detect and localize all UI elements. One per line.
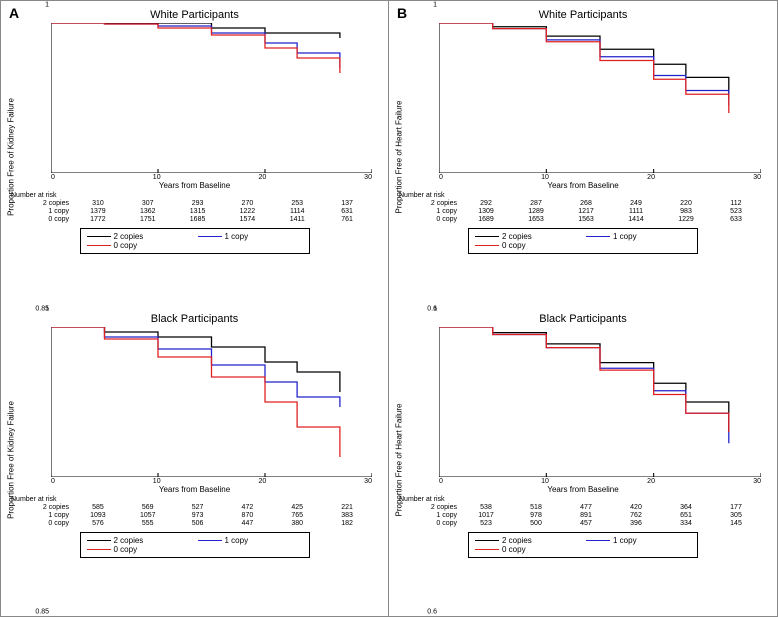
panel-A-top-ylabel: Proportion Free of Kidney Failure	[7, 98, 16, 216]
panel-A-top-xticks: 0 10 20 30	[51, 174, 372, 181]
panel-B-bottom-xlabel: Years from Baseline	[395, 485, 771, 494]
panel-B-top-risk: Number at risk 2 copies29228726824922011…	[399, 192, 771, 224]
panel-A-top-xlabel: Years from Baseline	[7, 181, 382, 190]
panel-B-bottom-ylabel: Proportion Free of Heart Failure	[395, 404, 404, 517]
panel-B-bottom: Black Participants Proportion Free of He…	[395, 309, 771, 613]
panel-A-top: White Participants Proportion Free of Ki…	[7, 5, 382, 309]
panel-B-top-plot	[439, 23, 761, 173]
panel-B-top-title: White Participants	[395, 9, 771, 21]
panel-B-top-legend: 2 copies 1 copy 0 copy	[468, 228, 698, 254]
panel-A-bottom-xticks: 0 10 20 30	[51, 478, 372, 485]
panel-A-bottom-title: Black Participants	[7, 313, 382, 325]
panel-A-top-yticks: 1 0.85	[35, 5, 49, 309]
panel-B-bottom-risk: Number at risk 2 copies53851847742036417…	[399, 496, 771, 528]
panel-B-top: White Participants Proportion Free of He…	[395, 5, 771, 309]
panel-A-bottom-xlabel: Years from Baseline	[7, 485, 382, 494]
panel-A-top-plot	[51, 23, 372, 173]
panel-B: B White Participants Proportion Free of …	[389, 1, 777, 616]
legend-line-0copy	[87, 245, 111, 246]
panel-B-top-xlabel: Years from Baseline	[395, 181, 771, 190]
panel-A-bottom-plot	[51, 327, 372, 477]
panel-A-top-title: White Participants	[7, 9, 382, 21]
panel-B-bottom-xticks: 0 10 20 30	[439, 478, 761, 485]
panel-A-top-risk: Number at risk 2 copies31030729327025313…	[11, 192, 382, 224]
panel-B-top-xticks: 0 10 20 30	[439, 174, 761, 181]
panel-B-top-yticks: 1 0.6	[423, 5, 437, 309]
figure-container: A White Participants Proportion Free of …	[0, 0, 778, 617]
panel-A-bottom-ylabel: Proportion Free of Kidney Failure	[7, 401, 16, 519]
legend-line-2copies	[87, 236, 111, 237]
panel-A-top-legend: 2 copies 1 copy 0 copy	[80, 228, 310, 254]
panel-B-bottom-title: Black Participants	[395, 313, 771, 325]
panel-B-bottom-yticks: 1 0.6	[423, 309, 437, 613]
panel-A-bottom-legend: 2 copies 1 copy 0 copy	[80, 532, 310, 558]
panel-B-bottom-legend: 2 copies 1 copy 0 copy	[468, 532, 698, 558]
panel-A-bottom-risk: Number at risk 2 copies58556952747242522…	[11, 496, 382, 528]
panel-B-bottom-plot	[439, 327, 761, 477]
legend-line-1copy	[198, 236, 222, 237]
panel-A-bottom: Black Participants Proportion Free of Ki…	[7, 309, 382, 613]
panel-A-bottom-yticks: 1 0.85	[35, 309, 49, 613]
panel-B-top-ylabel: Proportion Free of Heart Failure	[395, 100, 404, 213]
panel-A: A White Participants Proportion Free of …	[1, 1, 389, 616]
